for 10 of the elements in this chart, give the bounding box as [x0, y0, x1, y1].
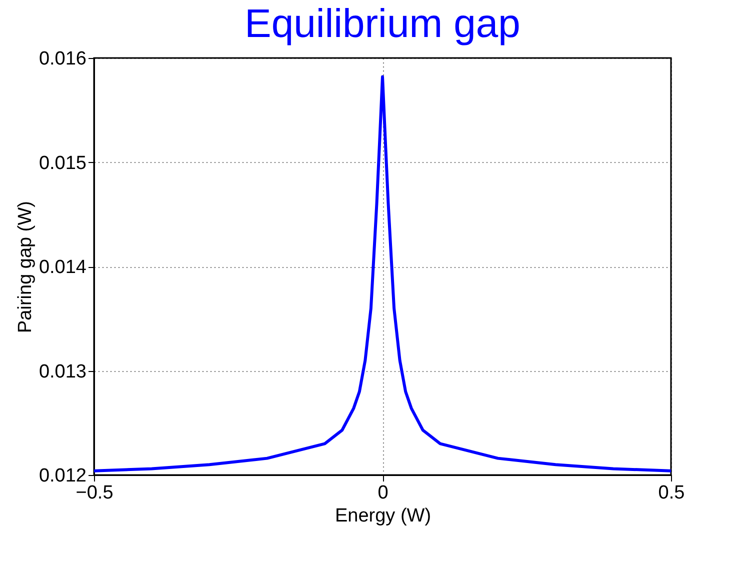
chart-title: Equilibrium gap — [244, 2, 520, 46]
y-tick-label: 0.014 — [38, 257, 87, 278]
y-tick-label: 0.016 — [38, 48, 86, 70]
y-tick-label: 0.013 — [38, 361, 86, 382]
x-tick-label: 0.5 — [658, 482, 685, 504]
x-axis-title: Energy (W) — [334, 506, 432, 526]
y-axis-title: Pairing gap (W) — [14, 201, 36, 333]
y-tick-label: 0.015 — [38, 152, 86, 174]
line-series — [94, 75, 671, 472]
x-tick-label: 0 — [378, 482, 388, 504]
